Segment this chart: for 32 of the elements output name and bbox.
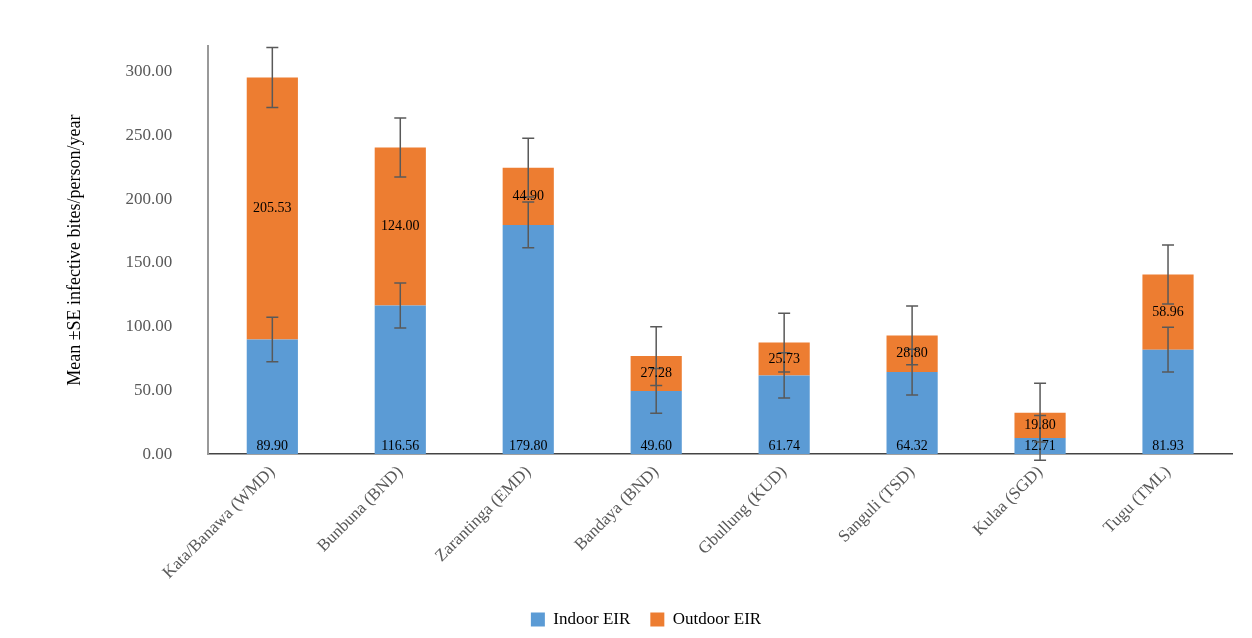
y-tick-label: 50.00 bbox=[134, 379, 173, 399]
data-label: 124.00 bbox=[381, 218, 420, 234]
bar bbox=[758, 375, 810, 455]
bar bbox=[886, 372, 938, 455]
y-axis-title: Mean ±SE infective bites/person/year bbox=[63, 114, 84, 386]
y-tick-label: 250.00 bbox=[125, 124, 173, 144]
data-label: 89.90 bbox=[256, 437, 289, 453]
bar bbox=[1142, 274, 1194, 350]
bar bbox=[374, 147, 426, 306]
y-tick-label: 300.00 bbox=[125, 61, 173, 81]
data-label: 81.93 bbox=[1152, 437, 1184, 453]
bar bbox=[630, 390, 682, 455]
data-label: 44.90 bbox=[512, 187, 544, 203]
y-tick-label: 200.00 bbox=[125, 188, 173, 208]
data-label: 64.32 bbox=[896, 437, 928, 453]
bar bbox=[1142, 349, 1194, 455]
bar bbox=[246, 339, 298, 455]
bar bbox=[502, 224, 554, 455]
legend-label: Indoor EIR bbox=[553, 608, 631, 628]
data-label: 49.60 bbox=[640, 437, 672, 453]
y-tick-label: 150.00 bbox=[125, 252, 173, 272]
legend-label: Outdoor EIR bbox=[672, 608, 762, 628]
data-label: 116.56 bbox=[381, 437, 420, 453]
data-label: 58.96 bbox=[1152, 303, 1184, 319]
y-tick-label: 0.00 bbox=[142, 443, 173, 463]
bar bbox=[246, 77, 298, 340]
data-label: 61.74 bbox=[768, 437, 800, 453]
data-label: 12.71 bbox=[1024, 437, 1056, 453]
data-label: 205.53 bbox=[253, 200, 292, 216]
data-label: 179.80 bbox=[508, 437, 548, 453]
y-tick-label: 100.00 bbox=[125, 316, 173, 336]
bar bbox=[374, 305, 426, 455]
